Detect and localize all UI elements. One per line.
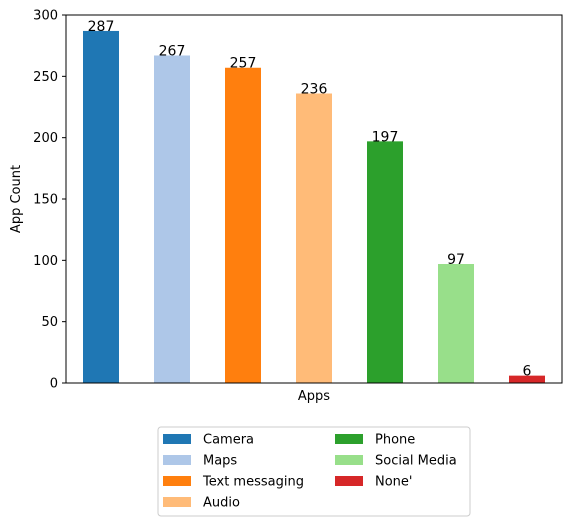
legend-swatch-maps bbox=[163, 455, 191, 465]
bar-text-messaging bbox=[225, 67, 261, 383]
bar-audio bbox=[296, 93, 332, 384]
legend-swatch-text-messaging bbox=[163, 476, 191, 486]
legend-swatch-audio bbox=[163, 497, 191, 507]
y-tick-label: 150 bbox=[33, 193, 58, 208]
y-tick-label: 300 bbox=[33, 9, 58, 24]
legend-label-camera: Camera bbox=[203, 433, 254, 448]
data-label-social-media: 97 bbox=[447, 252, 465, 268]
y-axis-title: App Count bbox=[9, 165, 24, 233]
legend-label-maps: Maps bbox=[203, 454, 237, 469]
data-label-audio: 236 bbox=[301, 82, 328, 98]
data-label-phone: 197 bbox=[372, 129, 399, 145]
legend-swatch-phone bbox=[335, 434, 363, 444]
legend-frame bbox=[157, 426, 471, 517]
legend-label-audio: Audio bbox=[203, 496, 240, 511]
data-label-text-messaging: 257 bbox=[230, 56, 257, 72]
legend-swatch-none bbox=[335, 476, 363, 486]
data-label-none: 6 bbox=[523, 364, 532, 380]
bar-camera bbox=[83, 30, 119, 384]
legend-label-social-media: Social Media bbox=[375, 454, 457, 469]
legend-label-phone: Phone bbox=[375, 433, 415, 448]
data-label-camera: 287 bbox=[88, 19, 115, 35]
data-labels-group: 287 267 257 236 197 97 6 bbox=[88, 19, 532, 380]
bar-phone bbox=[367, 141, 403, 383]
y-tick-label: 50 bbox=[41, 315, 58, 330]
bar-none bbox=[509, 375, 545, 383]
legend: Camera Maps Text messaging Audio Phone Social… bbox=[157, 426, 471, 517]
bars-group bbox=[83, 30, 545, 384]
data-label-maps: 267 bbox=[159, 43, 186, 59]
bar-social-media bbox=[438, 264, 474, 383]
y-tick-label: 100 bbox=[33, 254, 58, 269]
legend-label-none: None' bbox=[375, 475, 413, 490]
y-tick-label: 0 bbox=[50, 377, 58, 392]
legend-swatch-social-media bbox=[335, 455, 363, 465]
legend-label-text-messaging: Text messaging bbox=[202, 475, 304, 490]
y-axis-ticks: 0 50 100 150 200 250 300 bbox=[33, 9, 66, 392]
legend-swatch-camera bbox=[163, 434, 191, 444]
y-tick-label: 250 bbox=[33, 70, 58, 85]
bar-maps bbox=[154, 55, 190, 383]
x-axis-title: Apps bbox=[298, 389, 330, 404]
y-tick-label: 200 bbox=[33, 131, 58, 146]
